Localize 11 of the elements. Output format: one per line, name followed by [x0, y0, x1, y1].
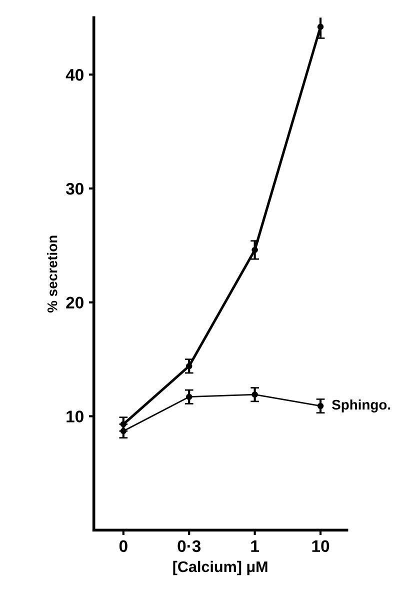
- x-axis-title: [Calcium] μM: [173, 560, 268, 576]
- y-tick-label: 30: [66, 182, 84, 195]
- x-tick-label: 1: [251, 540, 259, 552]
- y-tick-label: 20: [66, 296, 84, 309]
- x-tick-label: 10: [312, 540, 330, 552]
- y-axis-title: % secretion: [47, 236, 58, 313]
- y-tick-label: 10: [66, 410, 84, 422]
- y-tick-label: 40: [66, 69, 84, 81]
- series-label: Sphingo.: [332, 399, 390, 412]
- x-tick-label: 0: [119, 540, 128, 552]
- x-tick-label: 0·3: [178, 540, 201, 552]
